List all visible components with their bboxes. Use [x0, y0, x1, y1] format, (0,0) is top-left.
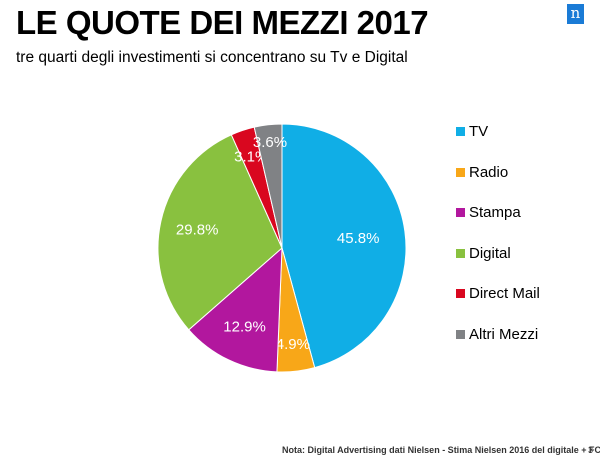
slice-label-altri-mezzi: 3.6% [253, 134, 287, 151]
legend-swatch-digital [456, 248, 465, 258]
slice-label-stampa: 12.9% [223, 318, 266, 335]
slice-label-digital: 29.8% [176, 221, 219, 238]
legend-swatch-altri-mezzi [456, 329, 465, 339]
page-number: 3 [588, 445, 594, 455]
nielsen-logo: n [567, 4, 584, 24]
legend-swatch-tv [456, 127, 465, 136]
pie-slice-tv [281, 123, 407, 369]
legend-label-tv: TV [469, 123, 489, 140]
legend-label-altri-mezzi: Altri Mezzi [469, 325, 539, 343]
footnote: Nota: Digital Advertising dati Nielsen -… [282, 445, 600, 455]
legend-label-radio: Radio [469, 163, 509, 181]
pie-slice-digital [157, 134, 283, 331]
page-title: LE QUOTE DEI MEZZI 2017 [16, 4, 429, 41]
legend-swatch-stampa [456, 208, 465, 217]
slice-label-tv: 45.8% [337, 230, 380, 247]
pie-slice-stampa [188, 246, 283, 373]
legend-label-direct-mail: Direct Mail [469, 285, 540, 302]
page-subtitle: tre quarti degli investimenti si concent… [16, 49, 408, 66]
pie-slice-altri-mezzi [253, 123, 283, 249]
slice-label-radio: 4.9% [276, 336, 310, 353]
legend-label-stampa: Stampa [469, 204, 521, 221]
legend-swatch-radio [456, 167, 465, 177]
legend-swatch-direct-mail [456, 289, 465, 298]
legend-label-digital: Digital [469, 244, 511, 262]
